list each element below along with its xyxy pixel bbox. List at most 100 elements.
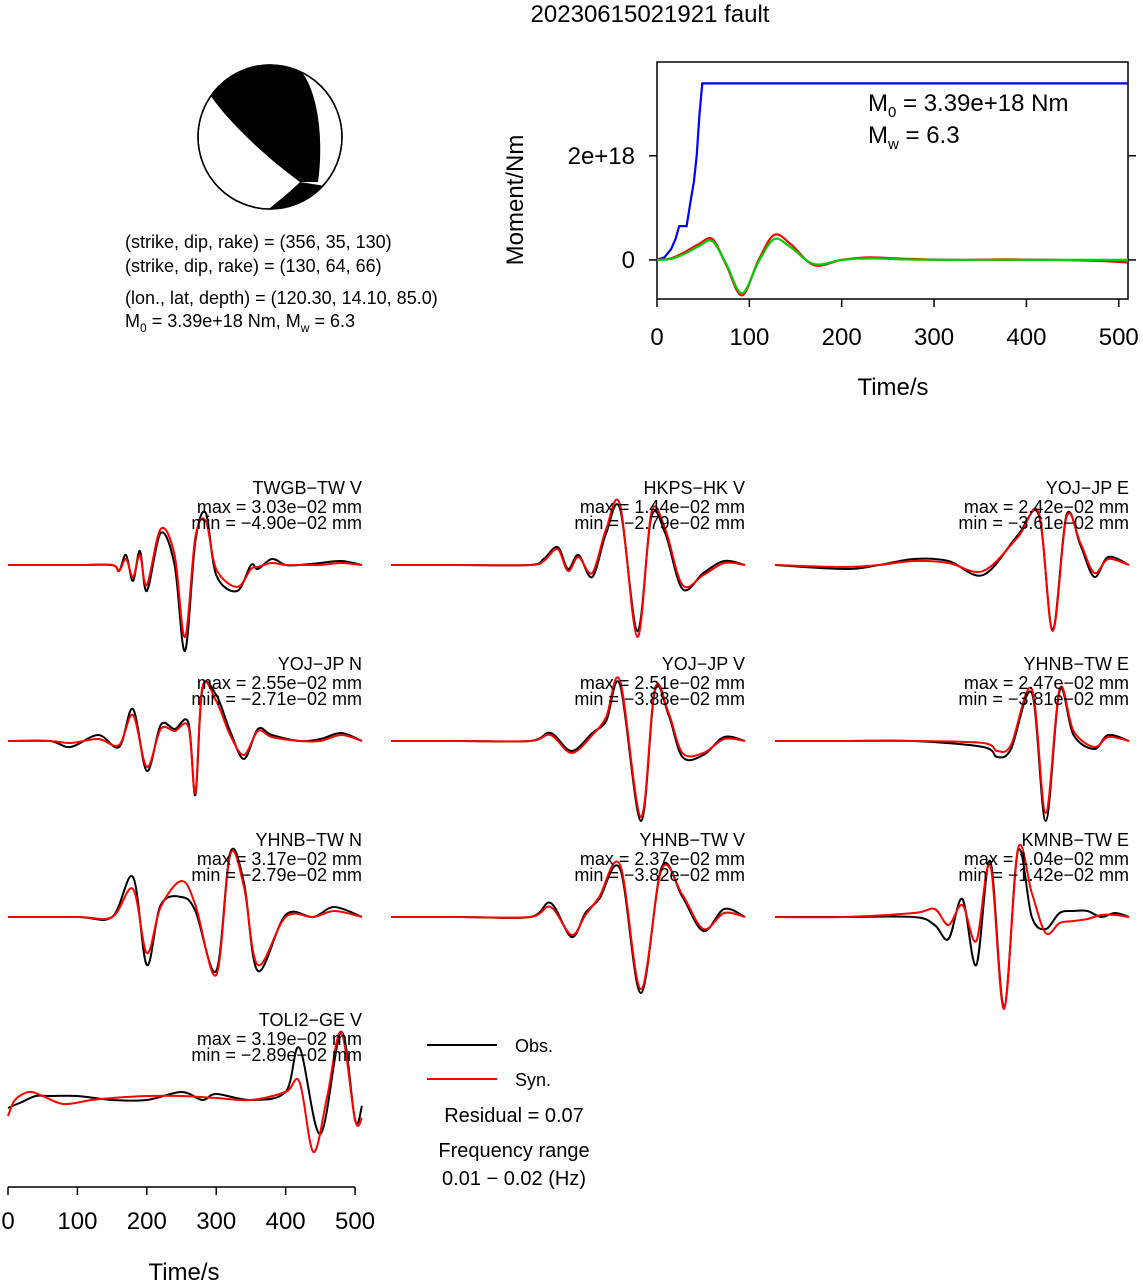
- stf-x-tick-label: 200: [822, 324, 862, 351]
- stf-y-tick-label: 0: [622, 247, 635, 274]
- synthetic-trace: [390, 498, 746, 639]
- min-amplitude-label: min = −2.79e−02 mm: [574, 513, 745, 533]
- m0-symbol: M: [125, 311, 140, 331]
- mw-subscript: w: [300, 321, 310, 335]
- stf-mw-subscript: w: [887, 136, 899, 153]
- observed-trace: [7, 1030, 363, 1136]
- legend-syn-label: Syn.: [515, 1070, 551, 1090]
- min-amplitude-label: min = −3.82e−02 mm: [574, 865, 745, 885]
- station-label: YOJ−JP N: [278, 654, 362, 674]
- min-amplitude-label: min = −3.88e−02 mm: [574, 689, 745, 709]
- max-amplitude-label: max = 3.19e−02 mm: [197, 1029, 362, 1049]
- beachball: [197, 64, 343, 210]
- stf-x-tick-label: 500: [1099, 324, 1139, 351]
- stf-m0-symbol: M: [868, 90, 888, 117]
- min-amplitude-label: min = −2.89e−02 mm: [191, 1045, 362, 1065]
- stf-plot-frame: [656, 61, 1129, 300]
- waveform-x-tick-label: 200: [127, 1208, 167, 1235]
- stf-y-axis-label: Moment/Nm: [502, 135, 529, 266]
- m0-value: = 3.39e+18 Nm, M: [147, 311, 301, 331]
- stf-mw-value: = 6.3: [899, 122, 960, 149]
- stf-m0-annotation: M0 = 3.39e+18 Nm: [868, 90, 1068, 121]
- stf-x-tick-label: 400: [1006, 324, 1046, 351]
- station-label: YOJ−JP E: [1046, 478, 1129, 498]
- max-amplitude-label: max = 2.51e−02 mm: [580, 673, 745, 693]
- synthetic-trace: [7, 1030, 363, 1154]
- synthetic-trace: [391, 860, 746, 991]
- stf-m0-subscript: 0: [888, 104, 896, 121]
- min-amplitude-label: min = −4.90e−02 mm: [191, 513, 362, 533]
- stf-x-tick-label: 0: [650, 324, 663, 351]
- synthetic-trace: [7, 517, 363, 639]
- stf-x-tick-label: 100: [729, 324, 769, 351]
- stf-mw-symbol: M: [868, 122, 888, 149]
- stf-series-group: [656, 82, 1129, 297]
- station-label: KMNB−TW E: [1021, 830, 1129, 850]
- stf-y-tick-label: 2e+18: [568, 143, 635, 170]
- stf-series-2: [656, 237, 1128, 295]
- mechanism-info: (strike, dip, rake) = (356, 35, 130) (st…: [125, 232, 438, 335]
- waveform-x-tick-label: 400: [266, 1208, 306, 1235]
- station-label: YHNB−TW E: [1023, 654, 1129, 674]
- min-amplitude-label: min = −2.71e−02 mm: [191, 689, 362, 709]
- max-amplitude-label: max = 3.03e−02 mm: [197, 497, 362, 517]
- m0-subscript: 0: [140, 321, 147, 335]
- station-label: TOLI2−GE V: [259, 1010, 362, 1030]
- mw-value: = 6.3: [309, 311, 355, 331]
- figure-title: 20230615021921 fault: [531, 1, 770, 28]
- waveform-x-axis-label: Time/s: [148, 1259, 219, 1283]
- station-label: YOJ−JP V: [662, 654, 745, 674]
- stf-chart: 0 100 200 300 400 500 0 2e+18 Time/s Moment/Nm…: [502, 61, 1139, 401]
- station-label: YHNB−TW N: [255, 830, 362, 850]
- max-amplitude-label: max = 2.47e−02 mm: [964, 673, 1129, 693]
- synthetic-trace: [391, 676, 746, 819]
- stf-series-0: [656, 82, 1128, 261]
- stf-x-axis: 0 100 200 300 400 500: [650, 299, 1139, 351]
- station-label: HKPS−HK V: [643, 478, 745, 498]
- stf-mw-annotation: Mw = 6.3: [868, 122, 960, 153]
- synthetic-trace: [7, 680, 363, 795]
- stf-y-axis: 0 2e+18: [568, 143, 1136, 274]
- frequency-range-title: Frequency range: [438, 1140, 589, 1162]
- nodal-plane-1: (strike, dip, rake) = (356, 35, 130): [125, 232, 392, 252]
- legend-obs-label: Obs.: [515, 1036, 553, 1056]
- waveform-x-tick-label: 0: [1, 1208, 14, 1235]
- beachball-compression-lower: [265, 182, 325, 209]
- max-amplitude-label: max = 3.17e−02 mm: [197, 849, 362, 869]
- max-amplitude-label: max = 1.44e−02 mm: [580, 497, 745, 517]
- beachball-compression-quadrant: [208, 65, 321, 182]
- waveform-x-tick-label: 300: [196, 1208, 236, 1235]
- min-amplitude-label: min = −2.79e−02 mm: [191, 865, 362, 885]
- source-location: (lon., lat, depth) = (120.30, 14.10, 85.…: [125, 288, 438, 308]
- max-amplitude-label: max = 2.42e−02 mm: [964, 497, 1129, 517]
- max-amplitude-label: max = 2.55e−02 mm: [197, 673, 362, 693]
- min-amplitude-label: min = −1.42e−02 mm: [958, 865, 1129, 885]
- moment-magnitude-line: M0 = 3.39e+18 Nm, Mw = 6.3: [125, 311, 355, 335]
- max-amplitude-label: max = 2.37e−02 mm: [580, 849, 745, 869]
- observed-trace: [390, 503, 746, 633]
- waveform-x-axis: 0 100 200 300 400 500: [1, 1186, 375, 1235]
- synthetic-trace: [8, 850, 363, 977]
- stf-m0-value: = 3.39e+18 Nm: [896, 90, 1068, 117]
- min-amplitude-label: min = −3.61e−02 mm: [958, 513, 1129, 533]
- synthetic-trace: [774, 843, 1130, 1011]
- frequency-range-value: 0.01 − 0.02 (Hz): [442, 1168, 586, 1190]
- station-label: YHNB−TW V: [639, 830, 745, 850]
- legend: Obs. Syn. Residual = 0.07 Frequency rang…: [427, 1036, 590, 1190]
- min-amplitude-label: min = −3.81e−02 mm: [958, 689, 1129, 709]
- residual-text: Residual = 0.07: [444, 1105, 584, 1127]
- stf-x-tick-label: 300: [914, 324, 954, 351]
- stf-x-axis-label: Time/s: [857, 374, 928, 401]
- nodal-plane-2: (strike, dip, rake) = (130, 64, 66): [125, 256, 382, 276]
- waveform-x-tick-label: 500: [335, 1208, 375, 1235]
- max-amplitude-label: max = 1.04e−02 mm: [964, 849, 1129, 869]
